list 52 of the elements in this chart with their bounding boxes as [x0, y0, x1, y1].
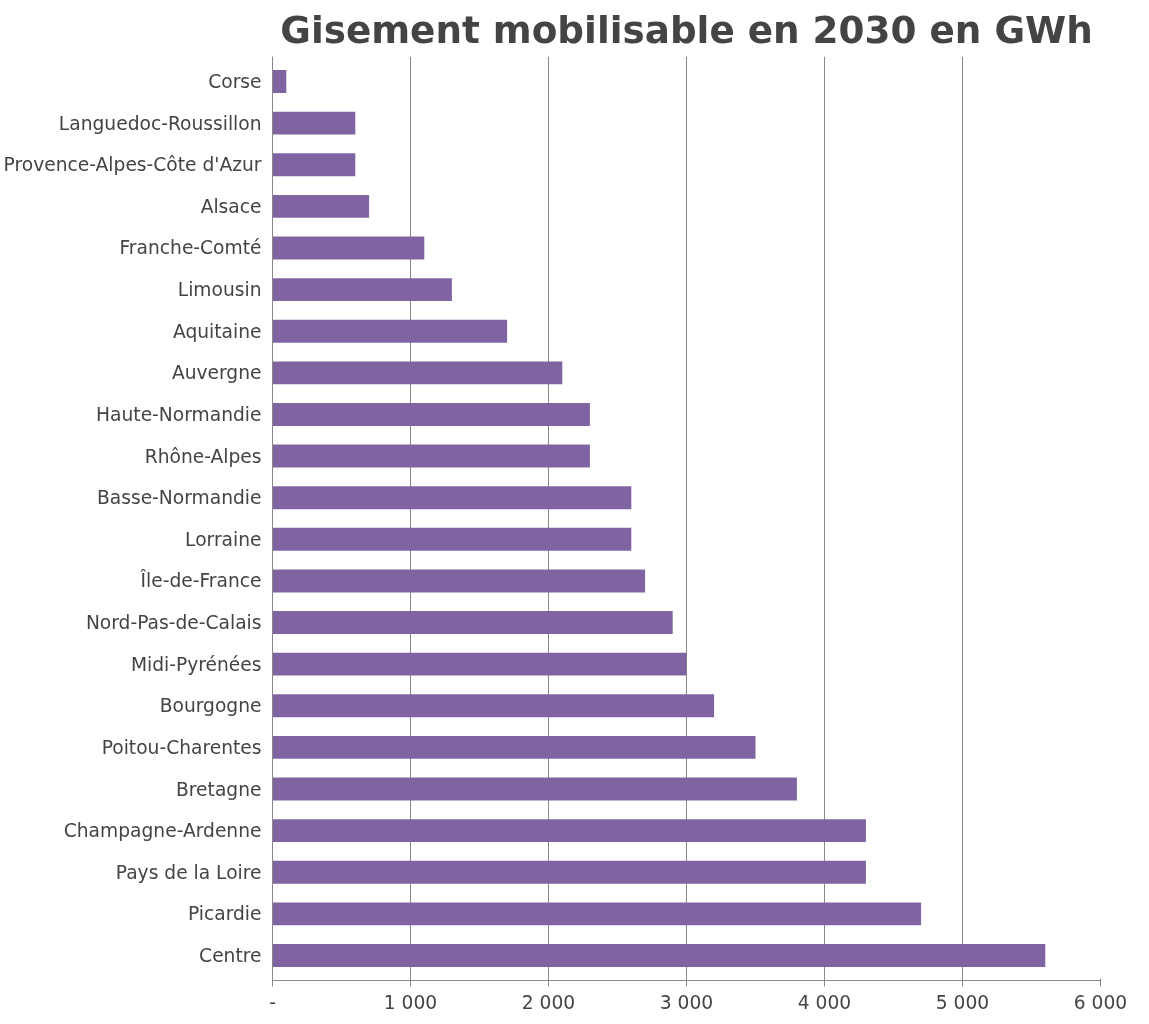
bar: [272, 860, 866, 884]
bar: [272, 694, 715, 718]
y-tick-label: Nord-Pas-de-Calais: [85, 612, 262, 634]
bar: [272, 819, 866, 843]
y-tick-label: Basse-Normandie: [96, 487, 262, 509]
bar: [272, 194, 370, 218]
y-tick-label: Pays de la Loire: [115, 861, 262, 883]
x-tick-label: 2 000: [521, 991, 576, 1013]
y-tick-label: Auvergne: [171, 362, 262, 384]
y-tick-label: Aquitaine: [172, 320, 262, 342]
bar: [272, 403, 590, 426]
y-tick-label: Bretagne: [176, 778, 262, 800]
x-tick-label: 6 000: [1073, 991, 1128, 1013]
x-tick-label: 1 000: [383, 991, 438, 1013]
y-tick-label: Bourgogne: [159, 695, 262, 717]
y-tick-label: Picardie: [187, 903, 262, 925]
bar: [272, 361, 563, 385]
y-tick-label: Midi-Pyrénées: [130, 653, 262, 675]
bar: [272, 70, 287, 93]
bar: [272, 278, 452, 302]
bar: [272, 735, 756, 759]
x-tick-label: 5 000: [935, 991, 990, 1013]
bar: [272, 486, 632, 510]
y-tick-label: Limousin: [177, 279, 262, 301]
y-tick-label: Centre: [199, 945, 262, 967]
y-tick-label: Poitou-Charentes: [101, 736, 262, 758]
y-tick-label: Rhône-Alpes: [144, 445, 262, 467]
bar: [272, 777, 797, 801]
bar: [272, 153, 356, 177]
y-tick-label: Provence-Alpes-Côte d'Azur: [3, 154, 262, 176]
bar: [272, 944, 1046, 967]
bar: [272, 527, 632, 551]
bar: [272, 611, 673, 634]
bar: [272, 652, 687, 676]
bar: [272, 444, 590, 468]
y-tick-label: Languedoc-Roussillon: [58, 112, 262, 134]
bar: [272, 319, 508, 343]
bar: [272, 569, 646, 593]
x-tick-label: -: [269, 991, 276, 1013]
bar: [272, 902, 922, 926]
x-tick-label: 3 000: [659, 991, 714, 1013]
bar: [272, 236, 425, 260]
y-tick-label: Lorraine: [185, 528, 262, 550]
y-tick-label: Alsace: [200, 195, 262, 217]
y-tick-label: Île-de-France: [139, 569, 262, 592]
bar: [272, 111, 356, 135]
chart-title: Gisement mobilisable en 2030 en GWh: [280, 7, 1093, 52]
y-tick-label: Corse: [208, 70, 262, 92]
y-tick-label: Franche-Comté: [119, 237, 262, 259]
y-tick-label: Haute-Normandie: [96, 403, 262, 425]
x-tick-label: 4 000: [797, 991, 852, 1013]
y-tick-label: Champagne-Ardenne: [63, 820, 262, 842]
